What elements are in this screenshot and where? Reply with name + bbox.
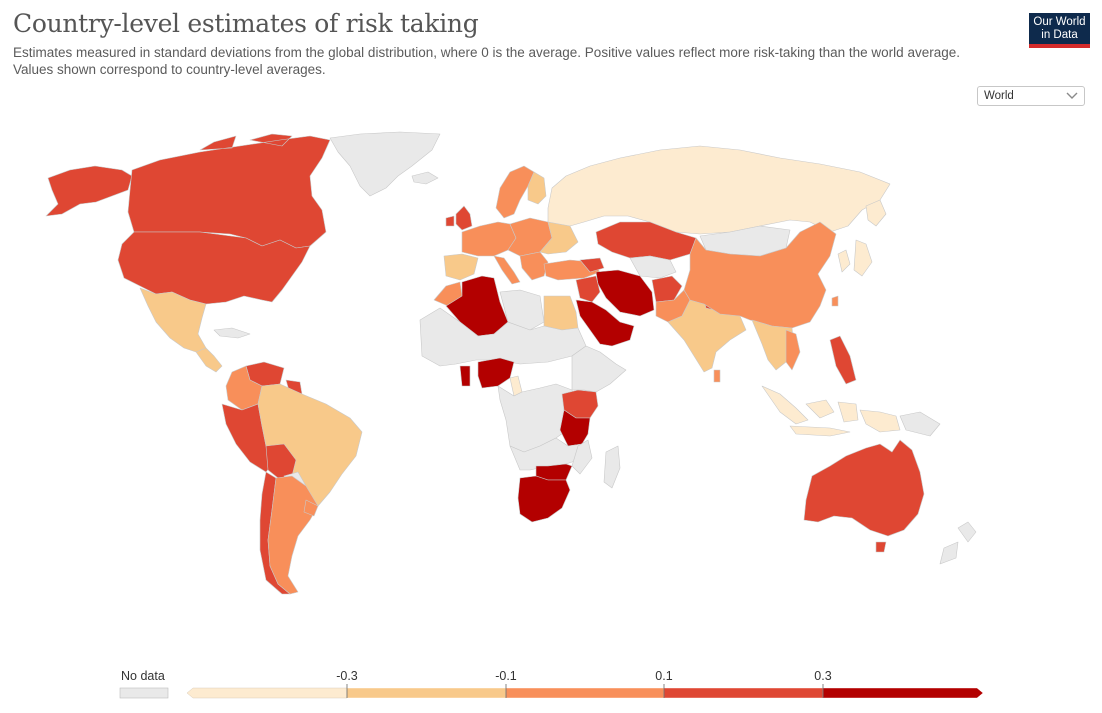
- region-tanzania[interactable]: [559, 409, 591, 447]
- region-western-europe[interactable]: [461, 221, 517, 257]
- region-italy[interactable]: [493, 255, 521, 285]
- legend-tick-label-2: -0.1: [495, 669, 517, 683]
- region-kamchatka[interactable]: [865, 199, 887, 227]
- region-china[interactable]: [683, 221, 837, 329]
- region-mexico[interactable]: [139, 287, 207, 353]
- region-taiwan[interactable]: [831, 295, 839, 307]
- region-iceland[interactable]: [411, 171, 439, 185]
- region-egypt[interactable]: [543, 295, 579, 331]
- legend-no-data-swatch[interactable]: [119, 687, 169, 699]
- chevron-down-icon: [1066, 92, 1078, 99]
- region-vietnam[interactable]: [785, 329, 801, 371]
- legend-bin-4[interactable]: [663, 687, 824, 699]
- region-caucasus[interactable]: [579, 257, 605, 273]
- region-horn-of-africa[interactable]: [571, 345, 627, 393]
- region-afghanistan[interactable]: [651, 275, 683, 303]
- world-map[interactable]: [0, 120, 1102, 620]
- region-iraq-syria[interactable]: [575, 275, 601, 303]
- region-australia[interactable]: [803, 439, 925, 537]
- legend-no-data-label: No data: [121, 669, 165, 683]
- legend-bin-2[interactable]: [346, 687, 507, 699]
- legend-tick-label-1: -0.3: [336, 669, 358, 683]
- region-finland[interactable]: [527, 171, 547, 205]
- region-alaska[interactable]: [45, 165, 133, 217]
- logo-line-2: in Data: [1041, 29, 1078, 41]
- region-south-africa[interactable]: [517, 475, 571, 523]
- legend-bins[interactable]: [186, 687, 984, 699]
- legend-bin-3[interactable]: [505, 687, 665, 699]
- region-tasmania[interactable]: [875, 541, 887, 553]
- region-eastern-europe[interactable]: [539, 221, 579, 255]
- region-morocco[interactable]: [433, 281, 463, 307]
- region-philippines[interactable]: [829, 335, 857, 385]
- region-cuba[interactable]: [213, 327, 251, 339]
- region-russia[interactable]: [547, 145, 891, 235]
- region-united-states[interactable]: [117, 231, 311, 305]
- chart-subtitle: Estimates measured in standard deviation…: [13, 45, 960, 77]
- region-central-america[interactable]: [195, 347, 223, 373]
- region-new-zealand[interactable]: [939, 521, 977, 565]
- region-balkans[interactable]: [519, 251, 549, 281]
- region-nigeria[interactable]: [477, 357, 515, 389]
- region-mozambique[interactable]: [571, 439, 593, 475]
- legend-tick-label-3: 0.1: [655, 669, 672, 683]
- region-kazakhstan[interactable]: [595, 221, 697, 261]
- chart-title: Country-level estimates of risk taking: [13, 9, 479, 38]
- map-legend: No data -0.3 -0.1 0.1 0.3: [119, 669, 984, 699]
- region-ghana[interactable]: [459, 365, 471, 387]
- region-select[interactable]: World: [977, 86, 1085, 106]
- region-uk[interactable]: [455, 205, 473, 231]
- region-canada[interactable]: [127, 133, 331, 249]
- region-sri-lanka[interactable]: [713, 369, 721, 383]
- logo-line-1: Our World: [1033, 16, 1086, 28]
- region-saudi-arabia[interactable]: [575, 299, 635, 347]
- region-ireland[interactable]: [445, 215, 455, 227]
- region-iran[interactable]: [595, 269, 655, 317]
- owid-logo[interactable]: Our World in Data: [1029, 13, 1090, 48]
- region-indonesia[interactable]: [761, 385, 901, 437]
- region-argentina[interactable]: [267, 475, 319, 595]
- region-sahel-west[interactable]: [419, 307, 587, 367]
- region-iberia[interactable]: [443, 253, 479, 281]
- region-madagascar[interactable]: [603, 445, 621, 489]
- legend-bin-1[interactable]: [186, 687, 348, 699]
- legend-tick-label-4: 0.3: [814, 669, 831, 683]
- region-greenland[interactable]: [329, 131, 441, 197]
- region-papua-new-guinea[interactable]: [899, 411, 941, 437]
- legend-bin-5[interactable]: [822, 687, 984, 699]
- region-select-value: World: [984, 90, 1014, 102]
- region-uruguay[interactable]: [303, 499, 319, 517]
- region-korea-japan[interactable]: [837, 239, 873, 277]
